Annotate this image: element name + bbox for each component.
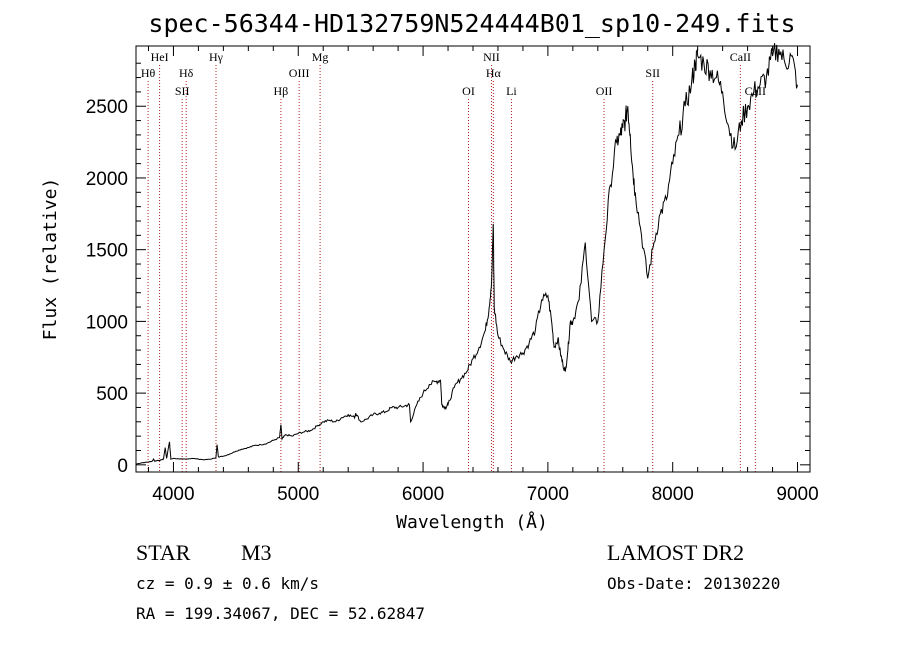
x-tick-label: 5000	[277, 484, 319, 505]
y-tick-label: 1500	[86, 241, 128, 262]
y-tick-label: 2000	[86, 169, 128, 190]
x-tick-label: 8000	[652, 484, 694, 505]
line-marker-label: Hθ	[141, 66, 156, 80]
y-tick-label: 1000	[86, 312, 128, 333]
y-tick-label: 0	[117, 456, 128, 477]
x-tick-label: 7000	[527, 484, 569, 505]
plot-frame	[135, 45, 811, 473]
spectrum-series	[135, 43, 798, 465]
line-marker-label: Li	[506, 84, 517, 98]
x-axis: 4000 5000 6000 7000 8000 9000	[147, 46, 819, 505]
line-marker-label: Hδ	[179, 66, 194, 80]
survey-name: LAMOST DR2	[607, 540, 744, 565]
y-tick-label: 2500	[86, 97, 128, 118]
line-marker-label: SII	[645, 66, 660, 80]
line-marker-label: OIII	[289, 66, 310, 80]
chart-title: spec-56344-HD132759N524444B01_sp10-249.f…	[148, 9, 795, 38]
obs-date: Obs-Date: 20130220	[607, 574, 780, 593]
line-marker-label: HeI	[151, 50, 169, 64]
line-marker-label: SII	[175, 84, 190, 98]
line-marker-label: Hα	[486, 66, 502, 80]
x-tick-label: 6000	[402, 484, 444, 505]
spectrum-line	[135, 43, 798, 465]
line-marker-label: NII	[483, 50, 500, 64]
x-tick-label: 4000	[152, 484, 194, 505]
x-tick-label: 9000	[776, 484, 818, 505]
line-marker-label: CaII	[730, 50, 751, 64]
line-marker-label: OI	[462, 84, 475, 98]
line-marker-label: Hγ	[209, 50, 224, 64]
y-tick-label: 500	[96, 384, 128, 405]
object-subclass: M3	[241, 540, 272, 565]
y-axis: 0 500 1000 1500 2000 2500	[86, 62, 810, 477]
object-class: STAR	[136, 540, 191, 565]
y-axis-label: Flux (relative)	[40, 178, 61, 341]
redshift-readout: cz = 0.9 ± 0.6 km/s	[136, 574, 319, 593]
coordinates: RA = 199.34067, DEC = 52.62847	[136, 604, 425, 623]
line-marker-label: Hβ	[274, 84, 289, 98]
x-axis-label: Wavelength (Å)	[396, 511, 548, 533]
line-marker-label: Mg	[312, 50, 329, 64]
line-marker-label: OII	[596, 84, 613, 98]
